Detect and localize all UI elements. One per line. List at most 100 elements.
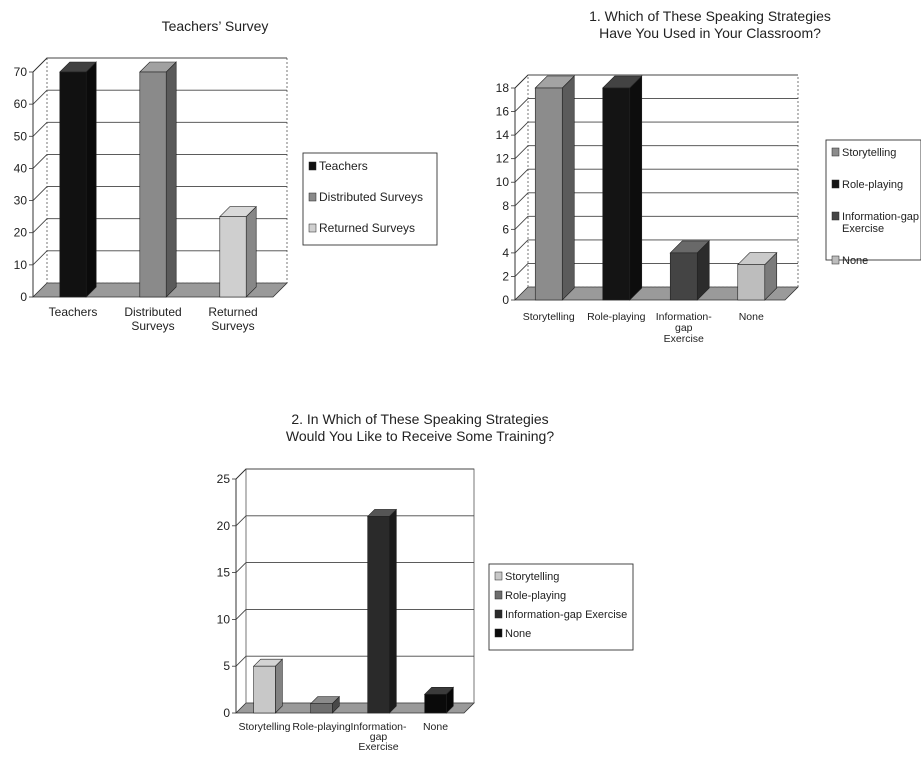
legend-swatch	[831, 147, 840, 157]
x-category-label: None	[423, 721, 448, 733]
bar-2	[139, 61, 177, 298]
y-tick-label: 12	[496, 152, 510, 166]
bar-side	[275, 658, 283, 714]
y-tick-label: 14	[496, 128, 510, 142]
y-tick-label: 25	[217, 472, 231, 486]
gridline	[32, 121, 287, 137]
bar-front	[59, 71, 87, 298]
gridline	[32, 89, 287, 105]
gridline	[235, 608, 474, 620]
legend-swatch	[494, 590, 503, 600]
chart-2: 1. Which of These Speaking Strategies Hav…	[496, 8, 921, 345]
bar-1	[59, 61, 97, 298]
y-tick-label: 30	[14, 194, 28, 208]
gridline	[235, 515, 474, 527]
gridline	[235, 562, 474, 573]
gridline	[514, 239, 798, 254]
bar-front	[139, 71, 167, 298]
bar-front	[534, 87, 563, 301]
x-category-label: Teachers	[49, 305, 98, 319]
bar-front	[253, 665, 276, 714]
y-tick-label: 10	[14, 258, 28, 272]
bar-side	[629, 75, 643, 301]
gridline	[235, 655, 474, 667]
y-tick-label: 20	[217, 519, 231, 533]
y-tick-label: 0	[223, 706, 230, 720]
x-category-label: Role-playing	[587, 311, 646, 323]
bar-3	[366, 508, 398, 714]
y-tick-label: 15	[217, 566, 231, 580]
y-tick-label: 70	[14, 65, 28, 79]
gridline	[32, 153, 287, 169]
legend-entry: Information-gap Exercise	[505, 609, 627, 621]
legend-entry: Storytelling	[842, 147, 896, 159]
legend-swatch	[494, 609, 503, 619]
y-tick-label: 0	[20, 290, 27, 304]
gridline	[514, 192, 798, 207]
y-tick-label: 0	[502, 293, 509, 307]
y-tick-label: 20	[14, 226, 28, 240]
bar-3	[669, 240, 710, 301]
legend-box	[488, 563, 634, 651]
y-tick-label: 2	[502, 269, 509, 283]
x-category-label: Information-gap Exercise	[656, 311, 713, 345]
gridline	[514, 168, 798, 183]
bar-front	[602, 87, 631, 301]
gridline	[32, 250, 287, 266]
y-tick-label: 10	[217, 612, 231, 626]
chart-title: Teachers’ Survey	[162, 18, 269, 34]
bar-4	[737, 251, 778, 301]
bar-front	[219, 216, 247, 298]
bar-side	[165, 61, 177, 298]
legend-entry: None	[842, 255, 868, 267]
y-tick-label: 60	[14, 97, 28, 111]
x-category-label: Returned Surveys	[208, 305, 257, 333]
bar-2	[309, 695, 341, 714]
bar-2	[602, 75, 643, 301]
legend-entry: Teachers	[319, 159, 368, 173]
legend-swatch	[831, 179, 840, 189]
y-axis-top-edge	[32, 57, 48, 73]
gridline	[514, 121, 798, 136]
legend: Storytelling Role-playing Information-gap …	[488, 563, 634, 651]
y-tick-label: 16	[496, 105, 510, 119]
chart-3: 2. In Which of These Speaking Strategies…	[217, 411, 634, 753]
x-category-label: Role-playing	[292, 721, 351, 733]
legend-entry: Returned Surveys	[319, 221, 415, 235]
bar-front	[367, 516, 390, 714]
gridline	[514, 98, 798, 112]
y-tick-label: 8	[502, 199, 509, 213]
gridline	[514, 145, 798, 159]
y-tick-label: 4	[502, 246, 509, 260]
y-tick-label: 6	[502, 222, 509, 236]
bar-front	[737, 264, 766, 301]
chart-title: 1. Which of These Speaking Strategies Hav…	[589, 8, 831, 41]
bar-side	[245, 205, 257, 298]
plot-back-wall	[527, 74, 799, 288]
bar-1	[534, 75, 575, 301]
legend-swatch	[308, 161, 317, 171]
legend-swatch	[494, 571, 503, 581]
x-category-label: Storytelling	[523, 311, 575, 323]
legend-swatch	[308, 192, 317, 202]
legend-box	[825, 139, 921, 261]
bar-side	[85, 61, 97, 298]
bar-front	[424, 693, 447, 714]
y-axis-top-edge	[514, 74, 529, 89]
legend: Storytelling Role-playing Information-gap E…	[825, 139, 921, 267]
legend-entry: Information-gap Exercise	[842, 211, 919, 235]
y-tick-label: 5	[223, 659, 230, 673]
bar-4	[423, 686, 455, 714]
gridline	[32, 218, 287, 234]
y-tick-label: 18	[496, 81, 510, 95]
legend-swatch	[831, 255, 840, 265]
legend-swatch	[494, 628, 503, 638]
y-tick-label: 10	[496, 175, 510, 189]
y-tick-label: 50	[14, 129, 28, 143]
legend-entry: Role-playing	[842, 179, 903, 191]
chart-title: 2. In Which of These Speaking Strategies…	[286, 411, 554, 444]
bar-side	[561, 75, 575, 301]
legend-entry: None	[505, 628, 531, 640]
legend-entry: Role-playing	[505, 590, 566, 602]
